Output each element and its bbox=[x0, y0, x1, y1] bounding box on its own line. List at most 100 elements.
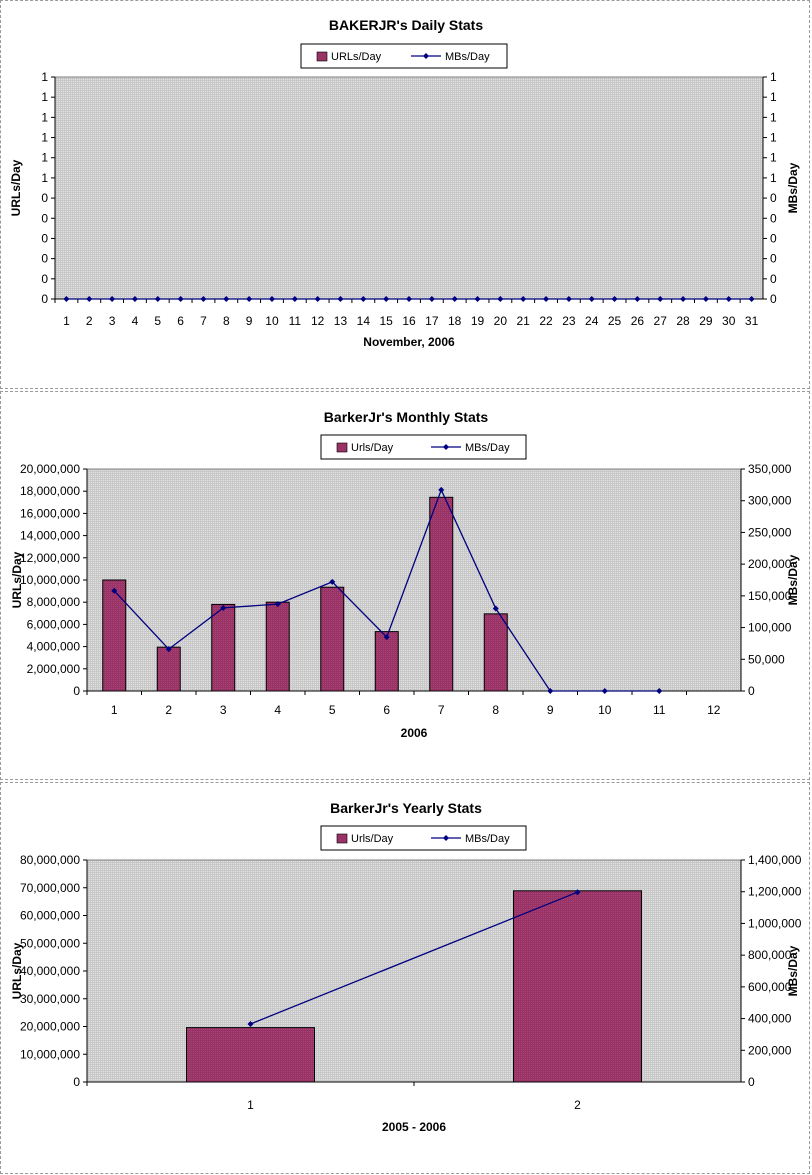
y-tick-label: 1 bbox=[41, 110, 48, 124]
y-right-tick-label: 0 bbox=[748, 1075, 755, 1089]
legend-marker bbox=[443, 835, 449, 841]
x-tick-label: 3 bbox=[109, 314, 116, 328]
bar bbox=[374, 631, 399, 692]
y-right-tick-label: 1 bbox=[770, 131, 777, 145]
line-point bbox=[601, 688, 608, 694]
y-tick-label: 30,000,000 bbox=[20, 992, 80, 1006]
x-tick-label: 12 bbox=[707, 703, 721, 717]
legend-swatch-bar bbox=[336, 833, 348, 844]
y-tick-label: 40,000,000 bbox=[20, 964, 80, 978]
x-tick-label: 4 bbox=[274, 703, 281, 717]
x-tick-label: 25 bbox=[608, 314, 622, 328]
line-point bbox=[111, 587, 118, 594]
y-tick-label: 18,000,000 bbox=[20, 484, 80, 498]
legend-box bbox=[320, 825, 527, 851]
daily-stats-chart: BAKERJR's Daily Stats URLs/Day MBs/Day 0 0 0 0… bbox=[9, 17, 800, 349]
bar bbox=[102, 579, 127, 692]
y-tick-label: 0 bbox=[41, 191, 48, 205]
y-tick-label: 0 bbox=[41, 211, 48, 225]
legend-label: Urls/Day bbox=[351, 833, 394, 845]
x-tick-label: 23 bbox=[562, 314, 576, 328]
y-tick-label: 0 bbox=[41, 231, 48, 245]
y-right-tick-label: 1 bbox=[770, 70, 777, 84]
y-right-tick-label: 1,200,000 bbox=[748, 885, 802, 899]
line-point bbox=[428, 296, 435, 302]
y-tick-label: 0 bbox=[73, 1075, 80, 1089]
x-tick-label: 26 bbox=[631, 314, 645, 328]
y-right-tick-label: 300,000 bbox=[748, 494, 792, 508]
legend-marker bbox=[443, 444, 449, 450]
y-tick-label: 14,000,000 bbox=[20, 529, 80, 543]
x-tick-label: 31 bbox=[745, 314, 759, 328]
line-point bbox=[543, 296, 550, 302]
legend-box bbox=[320, 434, 527, 460]
plot-area bbox=[54, 76, 764, 300]
legend-label: MBs/Day bbox=[465, 833, 510, 845]
y-right-tick-label: 0 bbox=[770, 231, 777, 245]
x-tick-label: 28 bbox=[676, 314, 690, 328]
y-right-tick-label: 1,000,000 bbox=[748, 916, 802, 930]
y-tick-label: 0 bbox=[41, 292, 48, 306]
legend-label: Urls/Day bbox=[351, 442, 394, 454]
line-point bbox=[438, 486, 445, 493]
y-tick-label: 1 bbox=[41, 90, 48, 104]
y-tick-label: 50,000,000 bbox=[20, 936, 80, 950]
x-tick-label: 12 bbox=[311, 314, 325, 328]
line-point bbox=[588, 296, 595, 302]
y-right-tick-label: 800,000 bbox=[748, 948, 792, 962]
y-right-axis-label: MBs/Day bbox=[786, 162, 800, 213]
y-tick-label: 4,000,000 bbox=[27, 640, 81, 654]
y-right-tick-label: 1,400,000 bbox=[748, 853, 802, 867]
line-point bbox=[520, 296, 527, 302]
monthly-stats-chart: BarkerJr's Monthly Stats Urls/Day MBs/Day 0… bbox=[10, 409, 800, 740]
y-tick-label: 20,000,000 bbox=[20, 1020, 80, 1034]
y-tick-label: 10,000,000 bbox=[20, 573, 80, 587]
line-point bbox=[63, 296, 70, 302]
line-point bbox=[565, 296, 572, 302]
x-tick-label: 6 bbox=[177, 314, 184, 328]
x-tick-label: 15 bbox=[379, 314, 393, 328]
line-point bbox=[223, 296, 230, 302]
line-point bbox=[247, 1020, 254, 1027]
mbs-line bbox=[250, 891, 578, 1025]
y-tick-label: 1 bbox=[41, 151, 48, 165]
x-tick-label: 19 bbox=[471, 314, 485, 328]
x-tick-label: 7 bbox=[438, 703, 445, 717]
y-tick-label: 10,000,000 bbox=[20, 1047, 80, 1061]
line-point bbox=[154, 296, 161, 302]
x-tick-label: 24 bbox=[585, 314, 599, 328]
line-point bbox=[177, 296, 184, 302]
y-right-tick-label: 0 bbox=[748, 684, 755, 698]
yearly-stats-chart: BarkerJr's Yearly Stats Urls/Day MBs/Day 0 1… bbox=[10, 800, 802, 1134]
line-point bbox=[611, 296, 618, 302]
line-point bbox=[725, 296, 732, 302]
line-point bbox=[451, 296, 458, 302]
bar bbox=[156, 646, 181, 692]
line-point bbox=[574, 889, 581, 896]
x-tick-label: 30 bbox=[722, 314, 736, 328]
y-right-tick-label: 200,000 bbox=[748, 557, 792, 571]
yearly-stats-panel: BarkerJr's Yearly Stats Urls/Day MBs/Day 0 1… bbox=[0, 782, 810, 1174]
bar bbox=[186, 1027, 315, 1083]
y-right-axis-label: MBs/Day bbox=[786, 945, 800, 996]
x-tick-label: 8 bbox=[492, 703, 499, 717]
y-right-tick-label: 1 bbox=[770, 110, 777, 124]
x-axis-label: 2006 bbox=[401, 726, 428, 740]
y-tick-label: 1 bbox=[41, 70, 48, 84]
bar bbox=[320, 586, 345, 692]
y-right-axis-label: MBs/Day bbox=[786, 554, 800, 605]
x-tick-label: 16 bbox=[402, 314, 416, 328]
x-tick-label: 2 bbox=[86, 314, 93, 328]
y-tick-label: 1 bbox=[41, 171, 48, 185]
y-right-tick-label: 1 bbox=[770, 171, 777, 185]
line-point bbox=[547, 688, 554, 694]
y-right-tick-label: 0 bbox=[770, 292, 777, 306]
line-point bbox=[383, 634, 390, 641]
y-right-tick-label: 1 bbox=[770, 151, 777, 165]
legend-box bbox=[300, 43, 508, 69]
y-tick-label: 2,000,000 bbox=[27, 662, 81, 676]
y-right-tick-label: 0 bbox=[770, 252, 777, 266]
bar bbox=[513, 890, 642, 1083]
x-tick-label: 22 bbox=[539, 314, 553, 328]
y-axis-label: URLs/Day bbox=[10, 551, 24, 608]
